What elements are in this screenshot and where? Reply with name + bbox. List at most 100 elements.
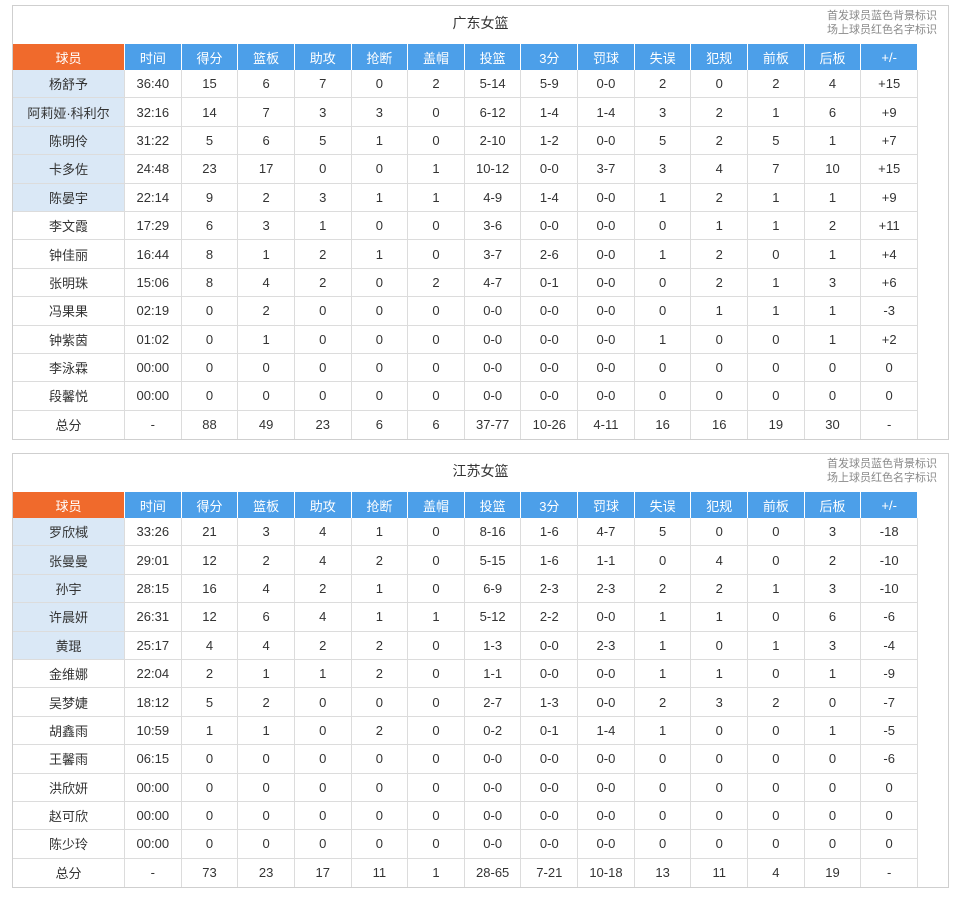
player-row: 冯果果 02:19 0 2 0 0 0 0-0 0-0 0-0 0 1 1 1 -3 xyxy=(13,297,918,326)
stat-rebounds: 3 xyxy=(238,518,295,547)
stat-points: 0 xyxy=(181,382,239,411)
stat-assists: 0 xyxy=(294,325,352,354)
stat-offensive-rebounds: 5 xyxy=(748,126,805,156)
stat-blocks: 1 xyxy=(408,155,465,184)
stat-assists: 0 xyxy=(294,382,352,411)
stat-steals: 2 xyxy=(351,631,409,660)
stat-assists: 0 xyxy=(294,801,352,831)
stat-assists: 4 xyxy=(294,518,352,547)
stat-plus-minus: +6 xyxy=(861,268,918,298)
stat-points: 23 xyxy=(181,155,239,184)
total-steals: 11 xyxy=(352,858,409,888)
stat-blocks: 0 xyxy=(408,574,465,604)
stat-time: 10:59 xyxy=(125,716,182,746)
stat-blocks: 0 xyxy=(408,631,465,660)
stat-points: 16 xyxy=(181,574,239,604)
stat-plus-minus: -3 xyxy=(861,297,918,326)
stat-defensive-rebounds: 0 xyxy=(804,353,862,383)
total-points: 88 xyxy=(182,410,239,440)
stat-plus-minus: 0 xyxy=(861,830,918,859)
stat-three-pointers: 2-6 xyxy=(521,240,579,269)
stat-blocks: 0 xyxy=(408,297,465,326)
stat-time: 33:26 xyxy=(125,518,182,547)
panel-header: 江苏女篮 首发球员蓝色背景标识 场上球员红色名字标识 xyxy=(13,454,948,492)
stat-turnovers: 0 xyxy=(634,546,692,575)
stat-assists: 0 xyxy=(294,830,352,859)
stat-three-pointers: 1-6 xyxy=(521,518,579,547)
stat-offensive-rebounds: 2 xyxy=(748,688,805,717)
stat-plus-minus: +11 xyxy=(861,211,918,241)
stat-free-throws: 2-3 xyxy=(578,631,635,660)
stat-defensive-rebounds: 0 xyxy=(804,688,862,717)
stat-three-pointers: 0-0 xyxy=(521,830,579,859)
column-header-time: 时间 xyxy=(125,492,182,518)
stat-three-pointers: 1-3 xyxy=(521,688,579,717)
stat-fouls: 0 xyxy=(691,325,749,354)
stat-time: 32:16 xyxy=(125,98,182,127)
player-row: 黄琨 25:17 4 4 2 2 0 1-3 0-0 2-3 1 0 1 3 -4 xyxy=(13,631,918,660)
stat-fouls: 0 xyxy=(691,801,749,831)
total-time: - xyxy=(125,858,182,888)
stat-time: 00:00 xyxy=(125,382,182,411)
stat-time: 22:04 xyxy=(125,659,182,689)
stat-time: 36:40 xyxy=(125,70,182,99)
stat-free-throws: 0-0 xyxy=(578,773,635,802)
stat-free-throws: 0-0 xyxy=(578,211,635,241)
stat-steals: 2 xyxy=(351,716,409,746)
stat-turnovers: 5 xyxy=(634,518,692,547)
stat-steals: 0 xyxy=(351,745,409,774)
total-steals: 6 xyxy=(352,410,409,440)
stat-fouls: 1 xyxy=(691,603,749,632)
player-name: 钟紫茵 xyxy=(13,325,125,354)
stat-fouls: 0 xyxy=(691,382,749,411)
total-points: 73 xyxy=(182,858,239,888)
stat-assists: 0 xyxy=(294,353,352,383)
player-name: 张明珠 xyxy=(13,268,125,298)
total-blocks: 1 xyxy=(408,858,465,888)
stat-field-goals: 0-2 xyxy=(464,716,522,746)
stat-fouls: 0 xyxy=(691,70,749,99)
stat-field-goals: 1-1 xyxy=(464,659,522,689)
stat-blocks: 0 xyxy=(408,801,465,831)
stat-turnovers: 0 xyxy=(634,830,692,859)
stat-steals: 0 xyxy=(351,773,409,802)
total-field-goals: 28-65 xyxy=(465,858,522,888)
stat-points: 0 xyxy=(181,325,239,354)
legend-starter-note: 首发球员蓝色背景标识 xyxy=(827,10,937,22)
stat-points: 6 xyxy=(181,211,239,241)
player-row: 陈明伶 31:22 5 6 5 1 0 2-10 1-2 0-0 5 2 5 1 +7 xyxy=(13,126,918,156)
stat-points: 1 xyxy=(181,716,239,746)
stat-blocks: 0 xyxy=(408,382,465,411)
stat-blocks: 1 xyxy=(408,183,465,212)
stat-steals: 0 xyxy=(351,155,409,184)
stat-points: 8 xyxy=(181,268,239,298)
stat-plus-minus: +4 xyxy=(861,240,918,269)
total-plus-minus: - xyxy=(861,858,918,888)
stat-three-pointers: 2-3 xyxy=(521,574,579,604)
stat-field-goals: 0-0 xyxy=(464,353,522,383)
player-row: 洪欣妍 00:00 0 0 0 0 0 0-0 0-0 0-0 0 0 0 0 0 xyxy=(13,773,918,802)
stat-time: 16:44 xyxy=(125,240,182,269)
stat-offensive-rebounds: 7 xyxy=(748,155,805,184)
stat-fouls: 2 xyxy=(691,126,749,156)
stat-steals: 0 xyxy=(351,801,409,831)
stat-defensive-rebounds: 3 xyxy=(804,631,862,660)
stat-plus-minus: +15 xyxy=(861,70,918,99)
player-name: 陈晏宇 xyxy=(13,183,125,212)
stat-time: 02:19 xyxy=(125,297,182,326)
stat-plus-minus: -5 xyxy=(861,716,918,746)
stat-three-pointers: 1-6 xyxy=(521,546,579,575)
player-name: 胡鑫雨 xyxy=(13,716,125,746)
stat-field-goals: 3-6 xyxy=(464,211,522,241)
stat-offensive-rebounds: 0 xyxy=(748,716,805,746)
column-header-steals: 抢断 xyxy=(351,44,409,70)
stat-defensive-rebounds: 0 xyxy=(804,801,862,831)
stat-time: 15:06 xyxy=(125,268,182,298)
total-offensive-rebounds: 19 xyxy=(748,410,805,440)
stat-blocks: 0 xyxy=(408,353,465,383)
stat-fouls: 1 xyxy=(691,297,749,326)
total-field-goals: 37-77 xyxy=(465,410,522,440)
stat-fouls: 4 xyxy=(691,546,749,575)
stat-defensive-rebounds: 1 xyxy=(804,183,862,212)
column-header-points: 得分 xyxy=(181,492,239,518)
